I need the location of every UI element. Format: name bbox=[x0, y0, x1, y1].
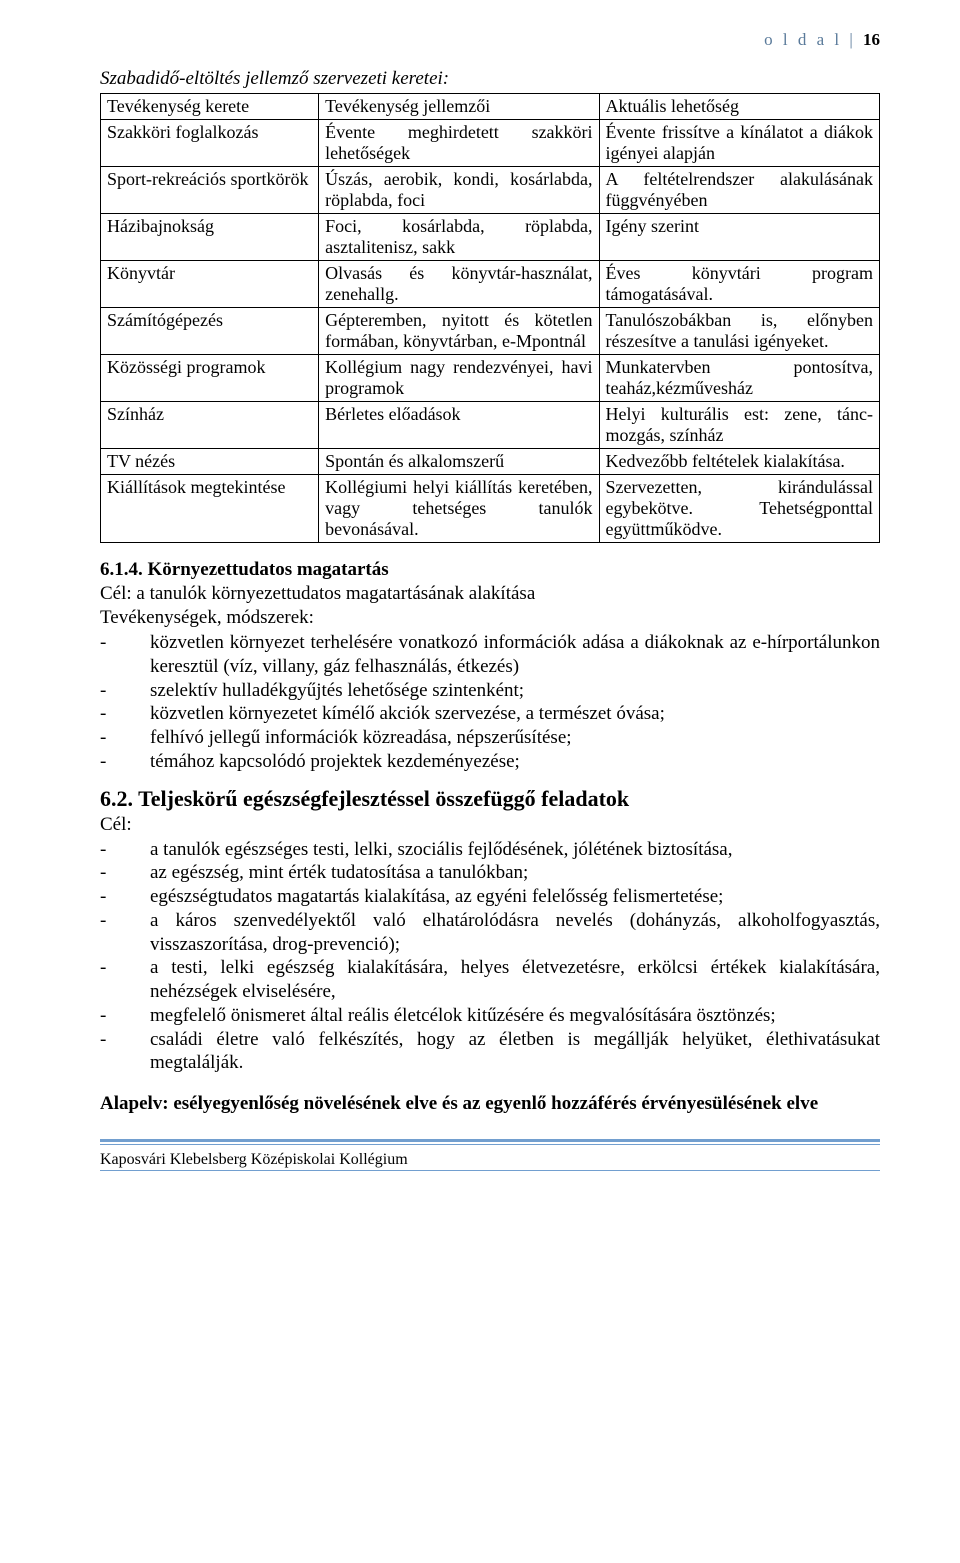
table-cell: Kollégiumi helyi kiállítás keretében, va… bbox=[319, 475, 599, 543]
page-footer: Kaposvári Klebelsberg Középiskolai Kollé… bbox=[100, 1139, 880, 1171]
table-cell: Színház bbox=[101, 402, 319, 449]
page-header: o l d a l | 16 bbox=[100, 30, 880, 50]
table-cell: Évente meghirdetett szakköri lehetőségek bbox=[319, 120, 599, 167]
table-cell: Kiállítások megtekintése bbox=[101, 475, 319, 543]
list-item: egészségtudatos magatartás kialakítása, … bbox=[100, 885, 880, 909]
table-cell: Könyvtár bbox=[101, 261, 319, 308]
section-614-goal: Cél: a tanulók környezettudatos magatart… bbox=[100, 583, 880, 605]
table-cell: Bérletes előadások bbox=[319, 402, 599, 449]
list-item: szelektív hulladékgyűjtés lehetősége szi… bbox=[100, 679, 880, 703]
section-62-list: a tanulók egészséges testi, lelki, szoci… bbox=[100, 838, 880, 1076]
header-sep: | bbox=[849, 30, 855, 49]
list-item: megfelelő önismeret által reális életcél… bbox=[100, 1004, 880, 1028]
table-cell: Szakköri foglalkozás bbox=[101, 120, 319, 167]
list-item: a káros szenvedélyektől való elhatárolód… bbox=[100, 909, 880, 957]
section-614-methods-label: Tevékenységek, módszerek: bbox=[100, 607, 880, 629]
table-cell: Éves könyvtári program támogatásával. bbox=[599, 261, 879, 308]
table-row: Sport-rekreációs sportkörökÚszás, aerobi… bbox=[101, 167, 880, 214]
table-cell: Helyi kulturális est: zene, tánc-mozgás,… bbox=[599, 402, 879, 449]
section-614-title: 6.1.4. Környezettudatos magatartás bbox=[100, 559, 880, 581]
table-cell: Úszás, aerobik, kondi, kosárlabda, röpla… bbox=[319, 167, 599, 214]
table-cell: Spontán és alkalomszerű bbox=[319, 449, 599, 475]
table-cell: Kedvezőbb feltételek kialakítása. bbox=[599, 449, 879, 475]
table-row: Kiállítások megtekintéseKollégiumi helyi… bbox=[101, 475, 880, 543]
activities-table: Tevékenység kereteTevékenység jellemzőiA… bbox=[100, 93, 880, 543]
page-number: 16 bbox=[863, 30, 880, 49]
table-cell: Közösségi programok bbox=[101, 355, 319, 402]
table-row: TV nézésSpontán és alkalomszerűKedvezőbb… bbox=[101, 449, 880, 475]
list-item: a tanulók egészséges testi, lelki, szoci… bbox=[100, 838, 880, 862]
table-cell: Tevékenység jellemzői bbox=[319, 94, 599, 120]
list-item: közvetlen környezet terhelésére vonatkoz… bbox=[100, 631, 880, 679]
table-cell: Igény szerint bbox=[599, 214, 879, 261]
table-row: Közösségi programokKollégium nagy rendez… bbox=[101, 355, 880, 402]
list-item: közvetlen környezetet kímélő akciók szer… bbox=[100, 702, 880, 726]
table-row: SzínházBérletes előadásokHelyi kulturáli… bbox=[101, 402, 880, 449]
table-cell: Gépteremben, nyitott és kötetlen formába… bbox=[319, 308, 599, 355]
list-item: felhívó jellegű információk közreadása, … bbox=[100, 726, 880, 750]
table-row: Tevékenység kereteTevékenység jellemzőiA… bbox=[101, 94, 880, 120]
alapelv-text: Alapelv: esélyegyenlőség növelésének elv… bbox=[100, 1093, 880, 1115]
table-cell: Tevékenység kerete bbox=[101, 94, 319, 120]
list-item: a testi, lelki egészség kialakítására, h… bbox=[100, 956, 880, 1004]
table-cell: Évente frissítve a kínálatot a diákok ig… bbox=[599, 120, 879, 167]
table-cell: Házibajnokság bbox=[101, 214, 319, 261]
table-row: SzámítógépezésGépteremben, nyitott és kö… bbox=[101, 308, 880, 355]
header-label: o l d a l bbox=[764, 30, 842, 49]
footer-text: Kaposvári Klebelsberg Középiskolai Kollé… bbox=[100, 1144, 880, 1169]
table-cell: Számítógépezés bbox=[101, 308, 319, 355]
table-cell: A feltételrendszer alakulásának függvény… bbox=[599, 167, 879, 214]
table-cell: Foci, kosárlabda, röplabda, asztalitenis… bbox=[319, 214, 599, 261]
table-cell: Szervezetten, kirándulással egybekötve. … bbox=[599, 475, 879, 543]
table-cell: Aktuális lehetőség bbox=[599, 94, 879, 120]
list-item: témához kapcsolódó projektek kezdeményez… bbox=[100, 750, 880, 774]
table-cell: Sport-rekreációs sportkörök bbox=[101, 167, 319, 214]
section-614-list: közvetlen környezet terhelésére vonatkoz… bbox=[100, 631, 880, 774]
table-cell: Kollégium nagy rendezvényei, havi progra… bbox=[319, 355, 599, 402]
table-cell: TV nézés bbox=[101, 449, 319, 475]
table-cell: Olvasás és könyvtár-használat, zenehallg… bbox=[319, 261, 599, 308]
table-row: HázibajnokságFoci, kosárlabda, röplabda,… bbox=[101, 214, 880, 261]
table-row: Szakköri foglalkozásÉvente meghirdetett … bbox=[101, 120, 880, 167]
section-62-title: 6.2. Teljeskörű egészségfejlesztéssel ös… bbox=[100, 786, 880, 812]
intro-title: Szabadidő-eltöltés jellemző szervezeti k… bbox=[100, 68, 880, 90]
table-cell: Munkatervben pontosítva, teaház,kézműves… bbox=[599, 355, 879, 402]
table-cell: Tanulószobákban is, előnyben részesítve … bbox=[599, 308, 879, 355]
list-item: az egészség, mint érték tudatosítása a t… bbox=[100, 861, 880, 885]
list-item: családi életre való felkészítés, hogy az… bbox=[100, 1028, 880, 1076]
section-62-goal-label: Cél: bbox=[100, 814, 880, 836]
table-row: KönyvtárOlvasás és könyvtár-használat, z… bbox=[101, 261, 880, 308]
